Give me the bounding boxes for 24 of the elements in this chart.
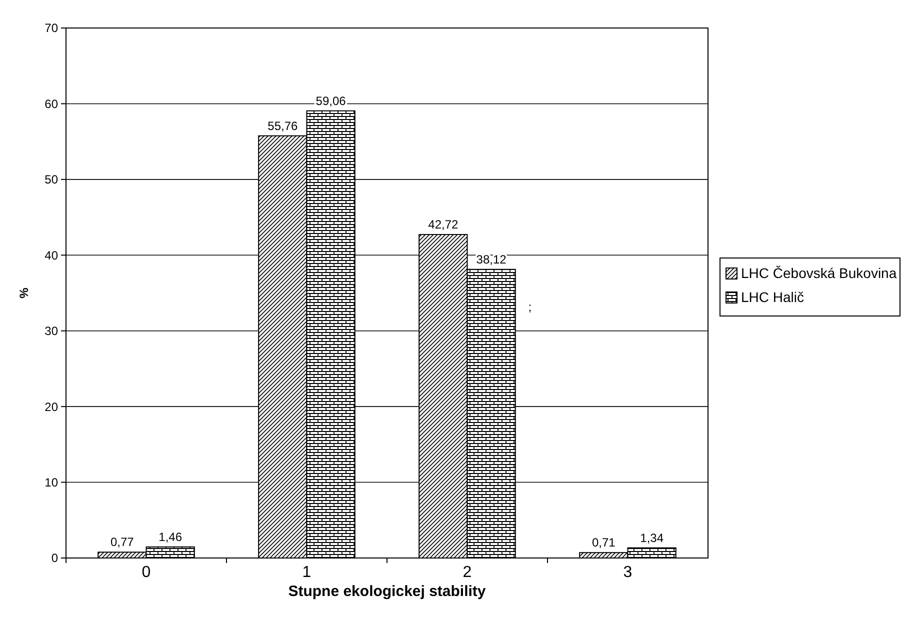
data-label: 1,34 (640, 530, 664, 545)
x-tick-label: 1 (302, 564, 312, 581)
y-tick-label: 70 (44, 21, 58, 36)
y-tick-label: 30 (44, 324, 58, 338)
y-axis-title: % (17, 287, 31, 298)
x-tick-label: 2 (462, 564, 472, 581)
data-label: 0,77 (110, 535, 134, 550)
y-tick-label: 50 (44, 172, 58, 187)
y-tick-label: 10 (44, 475, 58, 490)
y-tick-label: 60 (44, 96, 58, 111)
y-tick-label: 40 (44, 248, 58, 262)
data-label: 55,76 (268, 118, 298, 133)
data-label: 1,46 (158, 530, 182, 544)
data-label: 38,12 (476, 252, 507, 266)
legend-label: LHC Halič (741, 289, 804, 305)
x-tick-label: 3 (623, 564, 632, 581)
annotation: ; (528, 300, 532, 314)
x-axis-title: Stupne ekologickej stability (288, 583, 486, 600)
y-tick-label: 0 (51, 551, 58, 566)
data-label: 0,71 (592, 536, 616, 550)
data-label: 42,72 (428, 218, 459, 232)
y-tick-label: 20 (44, 400, 58, 414)
x-tick-label: 0 (142, 564, 151, 581)
legend-label: LHC Čebovská Bukovina (741, 265, 897, 281)
